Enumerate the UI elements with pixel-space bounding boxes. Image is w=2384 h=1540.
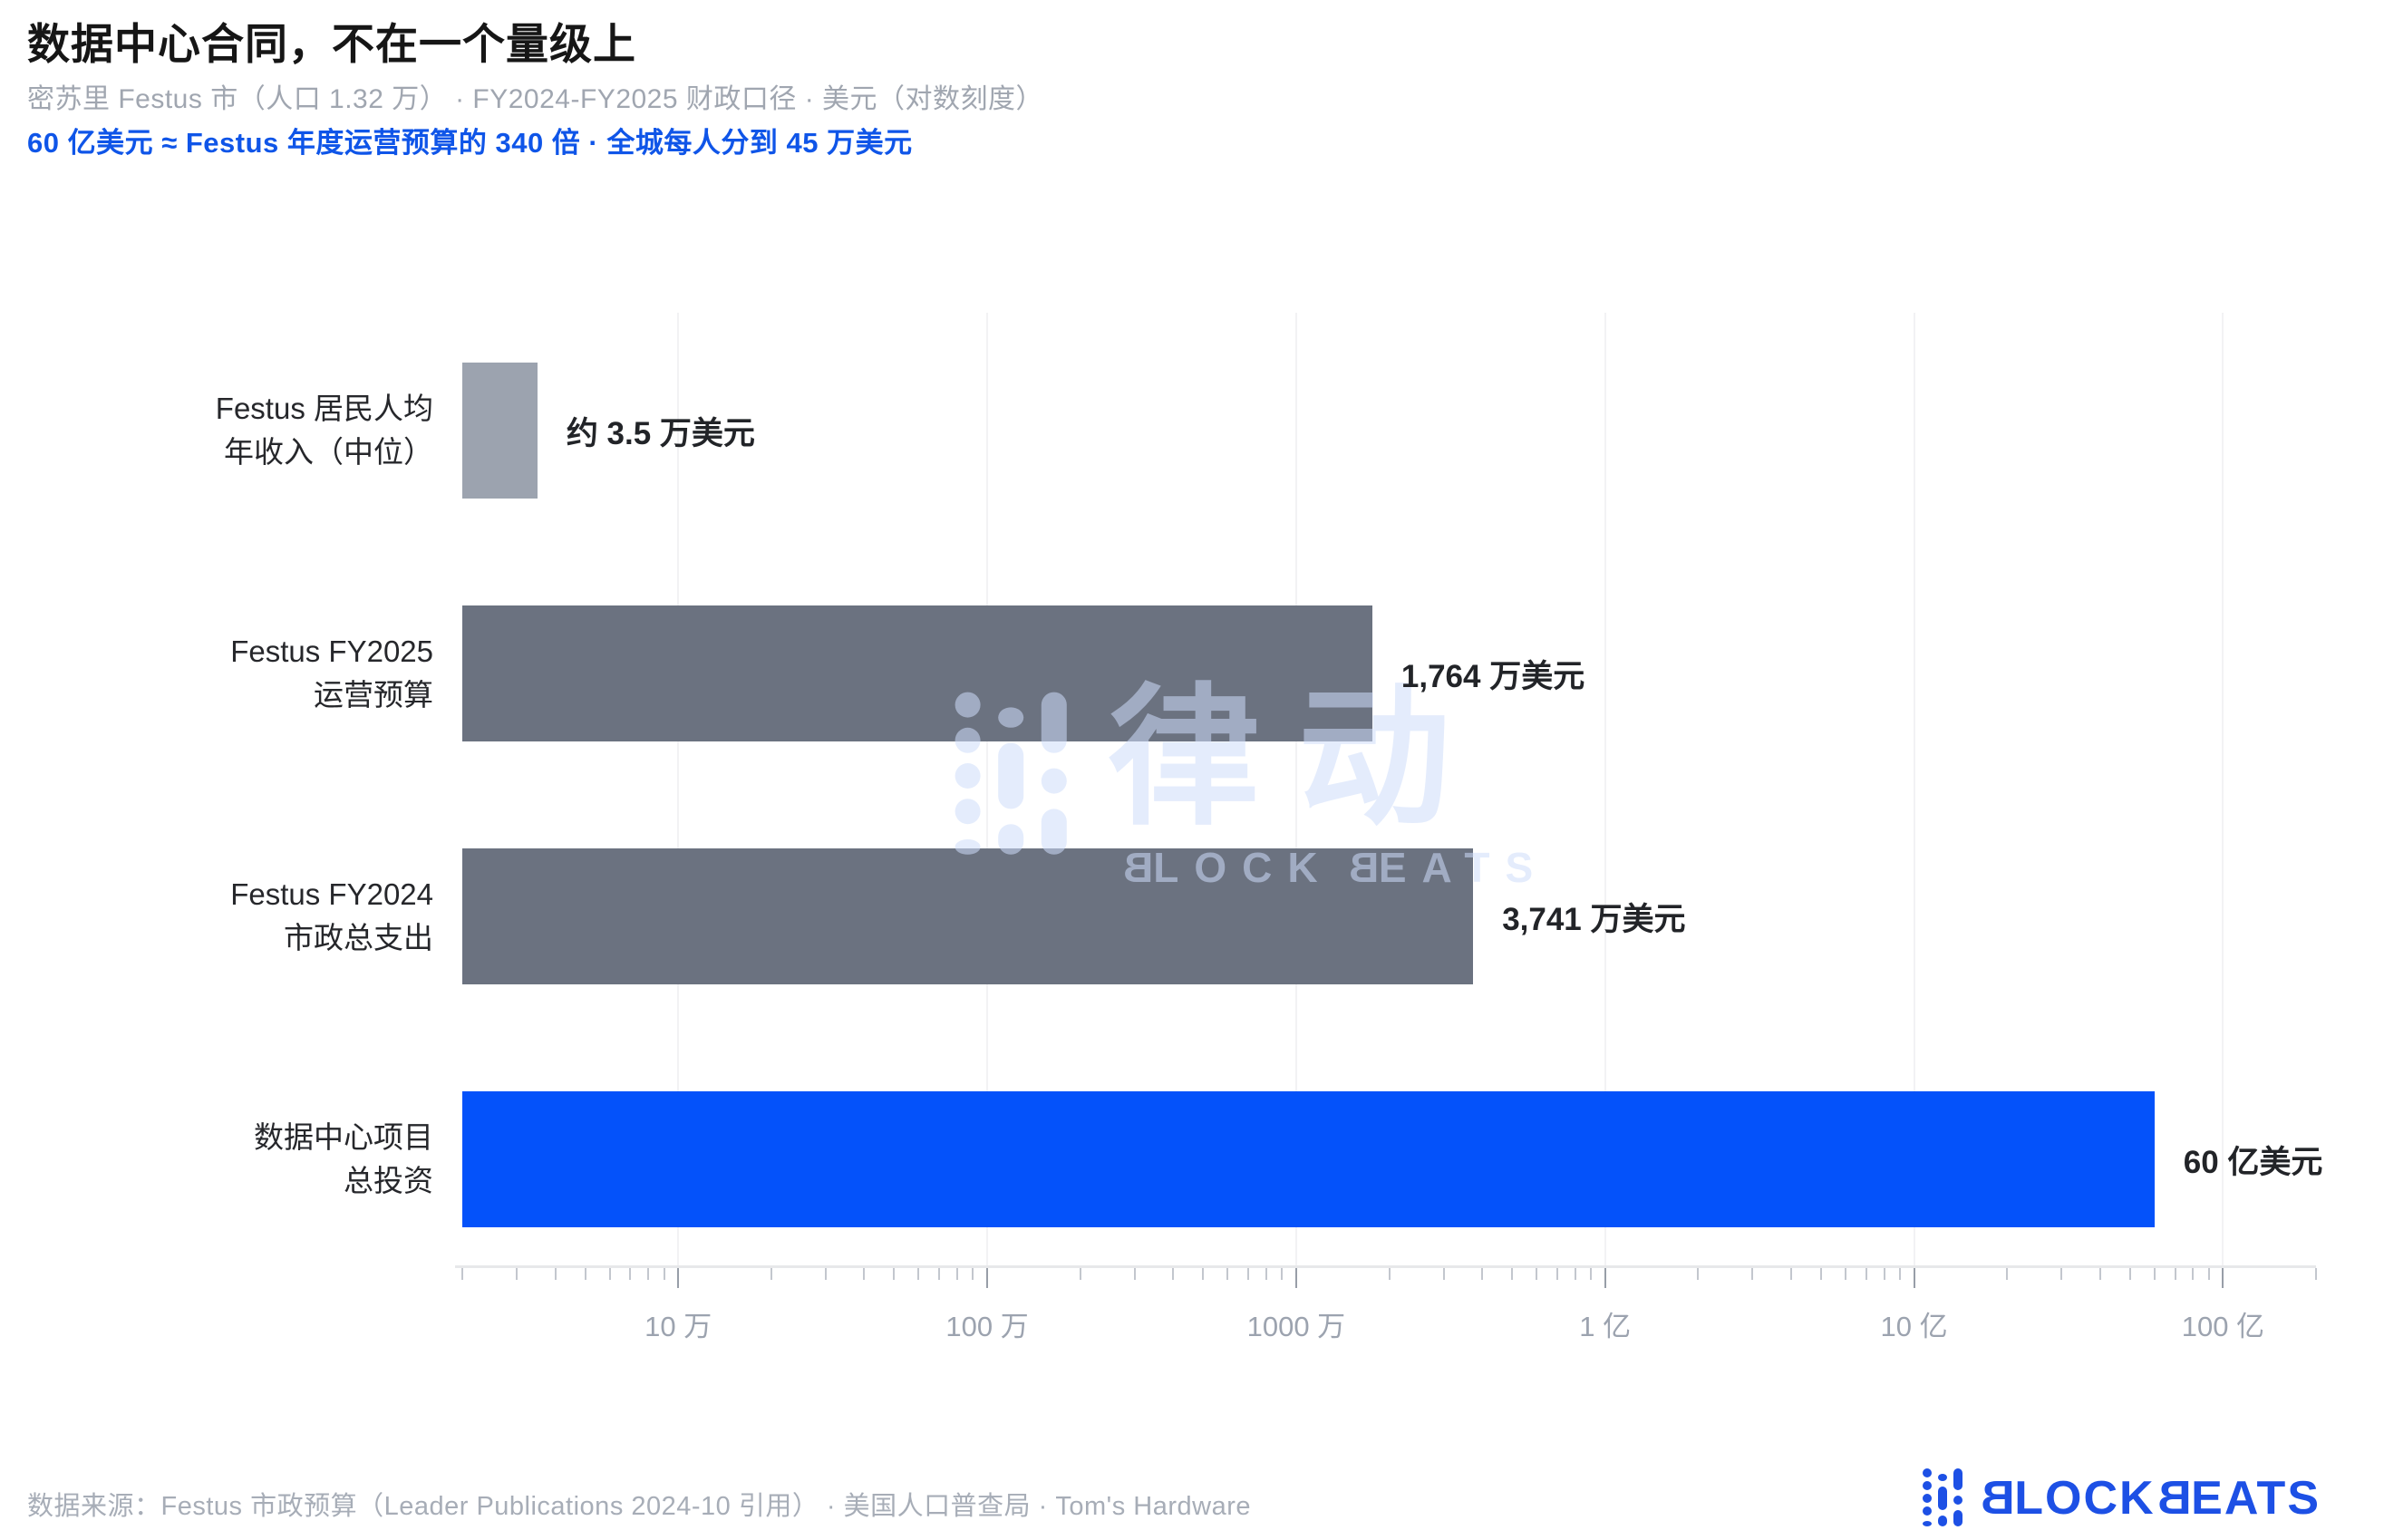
axis-minor-tick <box>1202 1268 1205 1280</box>
axis-minor-tick <box>1574 1268 1576 1280</box>
bar-category-label: Festus FY2025 运营预算 <box>230 634 433 712</box>
axis-minor-tick <box>770 1268 772 1280</box>
axis-tick-label: 10 亿 <box>1880 1311 1948 1342</box>
axis-minor-tick <box>1536 1268 1538 1280</box>
axis-minor-tick <box>2006 1268 2009 1280</box>
data-source-text: 数据来源：Festus 市政预算（Leader Publications 202… <box>27 1492 1251 1521</box>
bar-value-label: 1,764 万美元 <box>1400 658 1585 694</box>
axis-minor-tick <box>1281 1268 1284 1280</box>
major-gridline <box>1294 313 1297 1265</box>
axis-minor-tick <box>647 1268 650 1280</box>
axis-minor-tick <box>2192 1268 2195 1280</box>
axis-major-tick <box>1604 1268 1606 1288</box>
axis-minor-tick <box>824 1268 827 1280</box>
axis-tick-label: 100 亿 <box>2181 1311 2265 1342</box>
axis-minor-tick <box>1172 1268 1175 1280</box>
axis-minor-tick <box>1844 1268 1846 1280</box>
bar <box>462 848 1474 984</box>
axis-minor-tick <box>1697 1268 1700 1280</box>
axis-minor-tick <box>2060 1268 2063 1280</box>
axis-minor-tick <box>956 1268 959 1280</box>
bar-value-label: 约 3.5 万美元 <box>566 415 755 451</box>
axis-minor-tick <box>1481 1268 1484 1280</box>
axis-major-tick <box>1913 1268 1915 1288</box>
major-gridline <box>1913 313 1915 1265</box>
axis-tick-label: 1000 万 <box>1246 1311 1346 1342</box>
bar <box>462 605 1372 741</box>
chart-subtitle: 密苏里 Festus 市（人口 1.32 万） · FY2024-FY2025 … <box>27 84 1044 114</box>
axis-tick-label: 100 万 <box>945 1311 1029 1342</box>
axis-minor-tick <box>1079 1268 1081 1280</box>
axis-minor-tick <box>2098 1268 2101 1280</box>
bar-category-label: Festus FY2024 市政总支出 <box>230 877 433 954</box>
axis-minor-tick <box>461 1268 463 1280</box>
bar-category-label: 数据中心项目 总投资 <box>254 1120 433 1197</box>
axis-major-tick <box>677 1268 680 1288</box>
x-axis-line <box>455 1265 2316 1268</box>
blockbeats-logo: BLOCKBEATS <box>1921 1467 2321 1530</box>
axis-minor-tick <box>629 1268 632 1280</box>
axis-minor-tick <box>1590 1268 1593 1280</box>
major-gridline <box>1604 313 1606 1265</box>
bar-value-label: 60 亿美元 <box>2183 1144 2323 1180</box>
axis-minor-tick <box>1555 1268 1558 1280</box>
axis-minor-tick <box>1751 1268 1754 1280</box>
axis-minor-tick <box>1511 1268 1514 1280</box>
axis-major-tick <box>1294 1268 1297 1288</box>
axis-tick-label: 10 万 <box>644 1311 712 1342</box>
bar-value-label: 3,741 万美元 <box>1502 901 1686 937</box>
axis-minor-tick <box>972 1268 974 1280</box>
axis-minor-tick <box>917 1268 920 1280</box>
axis-minor-tick <box>663 1268 665 1280</box>
bar-category-label: Festus 居民人均 年收入（中位） <box>215 392 433 469</box>
axis-minor-tick <box>938 1268 941 1280</box>
key-fact-line: 60 亿美元 ≈ Festus 年度运营预算的 340 倍 · 全城每人分到 4… <box>27 127 913 159</box>
axis-major-tick <box>2222 1268 2224 1288</box>
blockbeats-wordmark: BLOCKBEATS <box>1978 1472 2321 1525</box>
axis-minor-tick <box>554 1268 557 1280</box>
axis-minor-tick <box>516 1268 518 1280</box>
axis-minor-tick <box>1442 1268 1445 1280</box>
blockbeats-bars-icon <box>1922 1468 1962 1526</box>
page-title: 数据中心合同，不在一个量级上 <box>27 20 636 68</box>
axis-minor-tick <box>1898 1268 1901 1280</box>
axis-minor-tick <box>863 1268 866 1280</box>
axis-minor-tick <box>1265 1268 1267 1280</box>
bar <box>462 1091 2155 1227</box>
major-gridline <box>2222 313 2224 1265</box>
axis-minor-tick <box>1789 1268 1792 1280</box>
axis-minor-tick <box>1226 1268 1229 1280</box>
axis-minor-tick <box>1819 1268 1822 1280</box>
axis-minor-tick <box>1133 1268 1136 1280</box>
axis-minor-tick <box>1883 1268 1885 1280</box>
axis-tick-label: 1 亿 <box>1579 1311 1632 1342</box>
bar <box>462 363 538 499</box>
axis-minor-tick <box>1865 1268 1867 1280</box>
axis-minor-tick <box>1247 1268 1250 1280</box>
axis-minor-tick <box>2174 1268 2176 1280</box>
axis-minor-tick <box>584 1268 586 1280</box>
axis-minor-tick <box>2207 1268 2210 1280</box>
axis-minor-tick <box>893 1268 896 1280</box>
major-gridline <box>677 313 680 1265</box>
axis-major-tick <box>986 1268 989 1288</box>
major-gridline <box>986 313 989 1265</box>
axis-minor-tick <box>1388 1268 1391 1280</box>
axis-minor-tick <box>2153 1268 2156 1280</box>
axis-minor-tick <box>2128 1268 2131 1280</box>
axis-minor-tick <box>2315 1268 2317 1280</box>
axis-minor-tick <box>608 1268 611 1280</box>
